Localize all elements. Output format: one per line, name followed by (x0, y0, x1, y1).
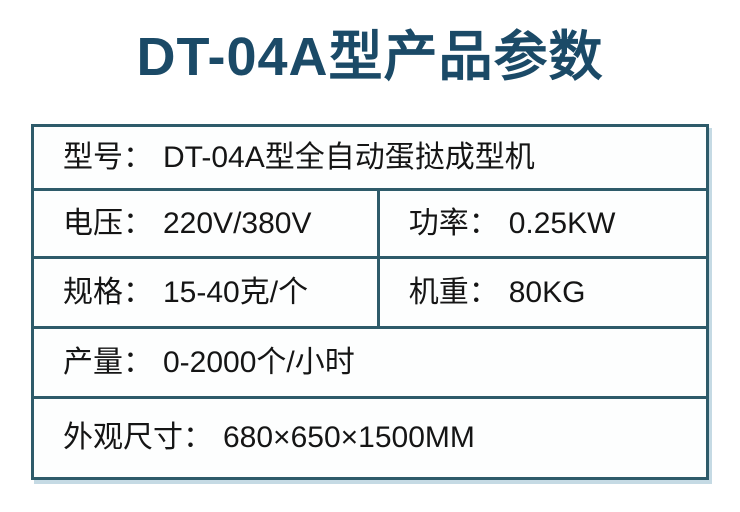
cell-power: 功率 ： 0.25KW (376, 191, 706, 256)
machine-weight-label: 机重 (408, 275, 469, 309)
specification-label: 规格 (63, 275, 123, 309)
model-value: DT-04A型全自动蛋挞成型机 (163, 140, 535, 174)
cell-output: 产量 ： 0-2000个/小时 (34, 329, 706, 396)
table-row-output: 产量 ： 0-2000个/小时 (34, 329, 706, 399)
table-row-spec-weight: 规格 ： 15-40克/个 机重 ： 80KG (34, 259, 706, 329)
cell-machine-weight: 机重 ： 80KG (376, 259, 706, 326)
cell-dimensions: 外观尺寸 ： 680×650×1500MM (34, 399, 706, 477)
label-colon: ： (468, 275, 499, 309)
table-row-model: 型号 ： DT-04A型全自动蛋挞成型机 (34, 127, 706, 191)
table-row-voltage-power: 电压 ： 220V/380V 功率 ： 0.25KW (34, 191, 706, 259)
label-colon: ： (183, 421, 213, 454)
label-colon: ： (123, 345, 153, 379)
label-colon: ： (123, 140, 153, 174)
cell-voltage: 电压 ： 220V/380V (34, 191, 377, 256)
voltage-label: 电压 (63, 206, 123, 240)
machine-weight-value: 80KG (508, 275, 586, 309)
table-row-dimensions: 外观尺寸 ： 680×650×1500MM (34, 399, 706, 477)
cell-model: 型号 ： DT-04A型全自动蛋挞成型机 (34, 127, 706, 188)
dimensions-value: 680×650×1500MM (223, 421, 475, 454)
voltage-value: 220V/380V (163, 206, 312, 240)
output-label: 产量 (63, 345, 123, 379)
cell-specification: 规格 ： 15-40克/个 (34, 259, 377, 326)
label-colon: ： (123, 206, 153, 240)
label-colon: ： (123, 275, 153, 309)
spec-table: 型号 ： DT-04A型全自动蛋挞成型机 电压 ： 220V/380V 功率 ：… (31, 124, 709, 480)
power-label: 功率 (408, 206, 469, 240)
page-title: DT-04A型产品参数 (136, 27, 604, 87)
power-value: 0.25KW (508, 206, 616, 240)
output-value: 0-2000个/小时 (163, 345, 355, 379)
specification-value: 15-40克/个 (163, 275, 309, 309)
model-label: 型号 (63, 140, 123, 174)
dimensions-label: 外观尺寸 (63, 421, 183, 454)
label-colon: ： (468, 206, 499, 240)
